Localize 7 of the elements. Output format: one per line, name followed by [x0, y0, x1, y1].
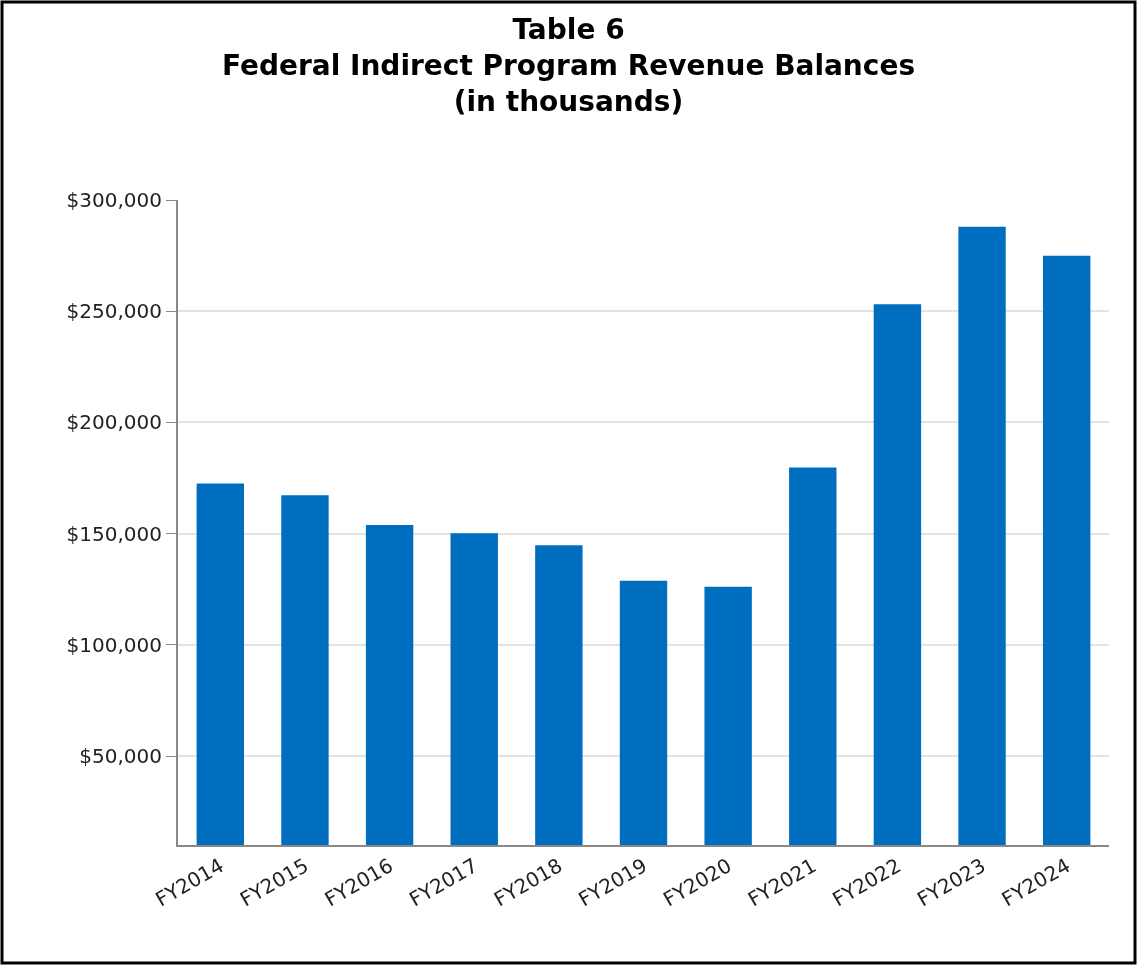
y-tick-label: $100,000 — [66, 632, 162, 657]
y-tick-label: $200,000 — [66, 410, 162, 435]
y-tick-label: $150,000 — [66, 521, 162, 546]
chart-title: Table 6 Federal Indirect Program Revenue Balances (in thousands) — [221, 12, 916, 119]
y-tick-label: $50,000 — [79, 744, 162, 769]
y-tick-label: $250,000 — [66, 299, 162, 324]
y-tick-label: $300,000 — [66, 188, 162, 212]
